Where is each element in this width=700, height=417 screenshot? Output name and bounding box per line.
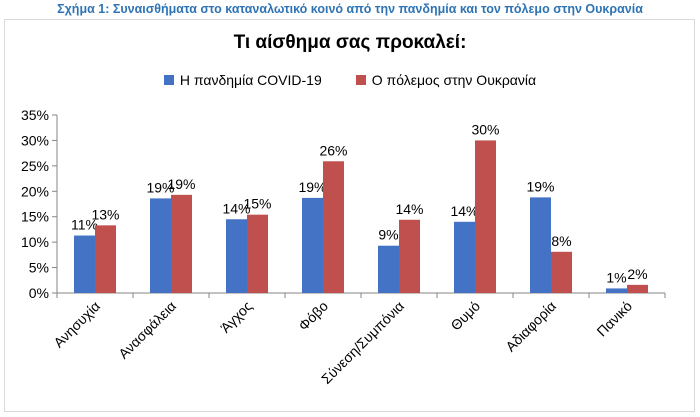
x-category-label: Άγχος [217, 298, 255, 336]
data-label-war: 19% [167, 176, 195, 192]
bar-covid [302, 197, 323, 293]
bar-war [551, 251, 572, 293]
y-tick-label: 30% [21, 132, 49, 148]
bar-covid [74, 235, 95, 293]
data-label-covid: 9% [378, 227, 398, 243]
data-label-war: 2% [627, 266, 647, 282]
data-label-covid: 14% [450, 203, 478, 219]
legend-label-war: Ο πόλεμος στην Ουκρανία [371, 72, 537, 88]
legend-item-covid: Η πανδημία COVID-19 [163, 72, 322, 88]
data-label-covid: 19% [526, 178, 554, 194]
bar-war [399, 219, 420, 293]
y-tick-label: 15% [21, 209, 49, 225]
legend-swatch-covid [163, 75, 174, 85]
x-category-label: Πανικό [593, 298, 635, 340]
data-label-covid: 14% [222, 200, 250, 216]
figure-caption: Σχήμα 1: Συναισθήματα στο καταναλωτικό κ… [57, 2, 643, 16]
x-category-label: Θυμό [447, 298, 483, 334]
bar-covid [530, 197, 551, 293]
x-category-label: Αδιαφορία [502, 298, 559, 355]
legend-item-war: Ο πόλεμος στην Ουκρανία [355, 72, 537, 88]
y-tick-label: 20% [21, 183, 49, 199]
y-tick-label: 10% [21, 234, 49, 250]
data-label-covid: 11% [71, 217, 98, 233]
data-label-covid: 19% [298, 179, 326, 195]
bar-war [247, 214, 268, 293]
chart-legend: Η πανδημία COVID-19 Ο πόλεμος στην Ουκρα… [0, 72, 700, 88]
x-category-label: Φόβο [295, 298, 331, 334]
bar-covid [454, 221, 475, 293]
x-category-label: Ανησυχία [50, 298, 103, 351]
bar-covid [378, 245, 399, 293]
x-category-label: Σύνεση/Συμπόνια [318, 298, 407, 387]
data-label-covid: 19% [146, 179, 174, 195]
bar-war [171, 194, 192, 293]
data-label-covid: 1% [606, 269, 626, 285]
bar-war [627, 284, 648, 293]
chart-title: Τι αίσθημα σας προκαλεί: [233, 32, 467, 53]
y-tick-label: 5% [29, 260, 49, 276]
legend-label-covid: Η πανδημία COVID-19 [179, 72, 322, 88]
data-label-war: 15% [243, 196, 271, 212]
bar-covid [606, 288, 627, 293]
y-tick-label: 35% [21, 107, 49, 123]
chart-frame [4, 19, 695, 412]
y-tick-label: 0% [29, 285, 49, 301]
bar-covid [150, 198, 171, 293]
data-label-war: 14% [395, 201, 423, 217]
x-category-label: Ανασφάλεια [115, 298, 179, 362]
data-label-war: 30% [471, 121, 499, 137]
y-tick-label: 25% [21, 158, 49, 174]
bar-war [323, 161, 344, 293]
data-label-war: 13% [91, 206, 119, 222]
bar-covid [226, 219, 247, 293]
bar-war [475, 140, 496, 293]
data-label-war: 26% [319, 142, 347, 158]
bar-war [95, 225, 116, 293]
data-label-war: 8% [551, 233, 571, 249]
legend-swatch-war [355, 75, 366, 85]
